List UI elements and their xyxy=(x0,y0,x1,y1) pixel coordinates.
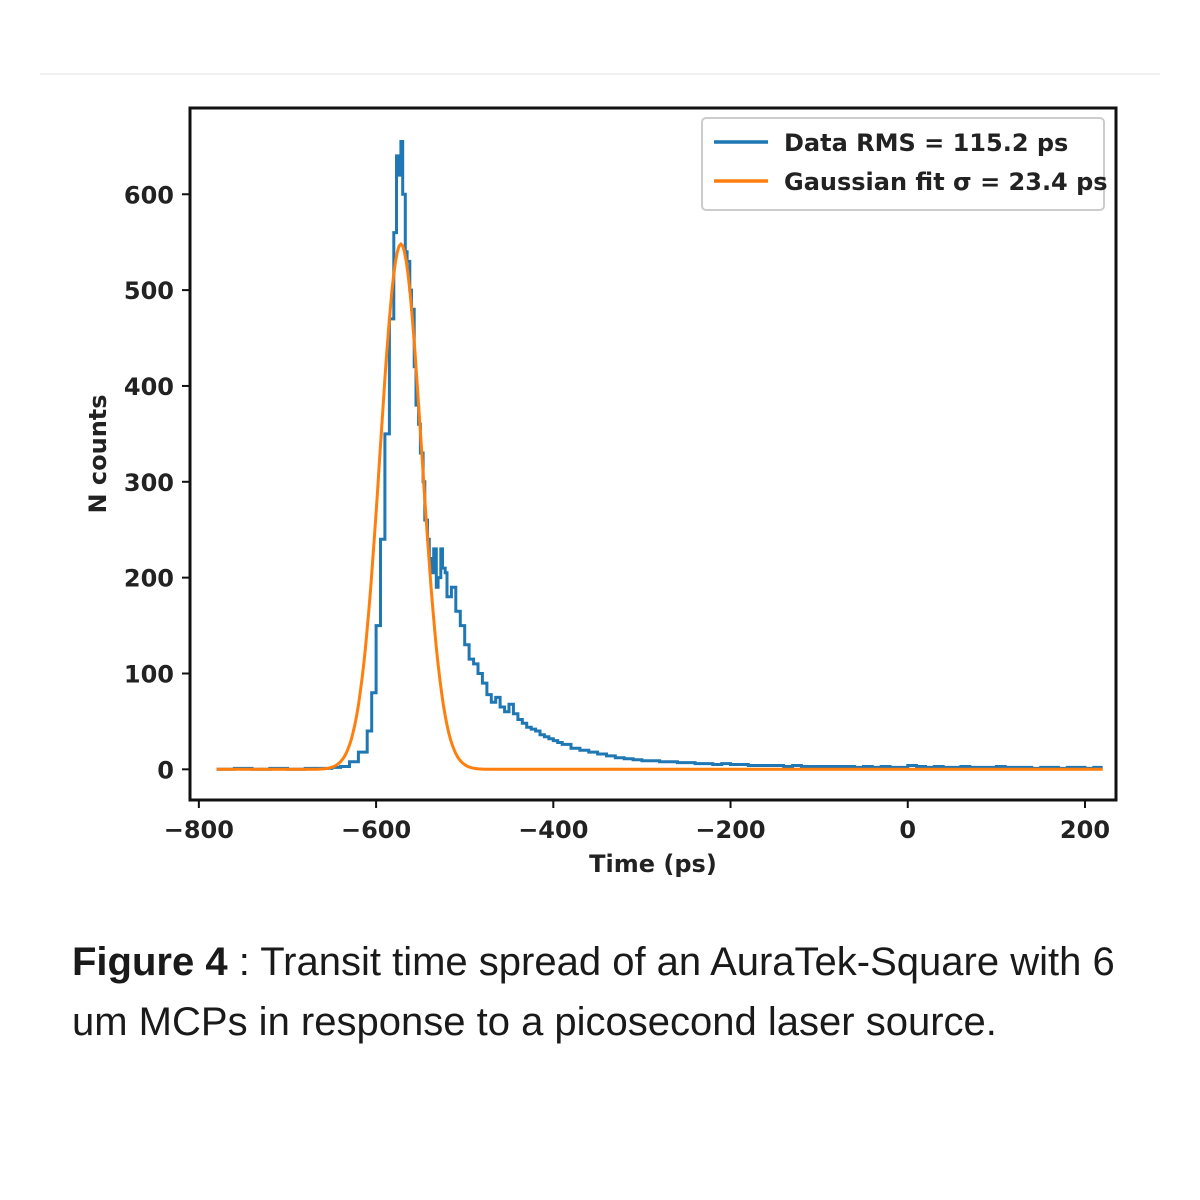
legend-label-data: Data RMS = 115.2 ps xyxy=(784,129,1068,157)
caption-text: Transit time spread of an AuraTek-Square… xyxy=(72,940,1115,1044)
y-tick-label: 100 xyxy=(124,660,174,688)
x-axis: −800 −600 −400 −200 0 200 xyxy=(164,800,1110,844)
plot-frame xyxy=(188,106,1118,802)
x-tick-label: −600 xyxy=(341,816,411,844)
caption-label: Figure 4 xyxy=(72,940,228,984)
legend: Data RMS = 115.2 ps Gaussian fit σ = 23.… xyxy=(701,117,1108,211)
y-tick-label: 0 xyxy=(157,756,174,784)
legend-label-fit: Gaussian fit σ = 23.4 ps xyxy=(784,168,1108,196)
y-tick-label: 400 xyxy=(124,373,174,401)
y-tick-label: 500 xyxy=(124,277,174,305)
x-tick-label: 0 xyxy=(899,816,916,844)
y-tick-label: 600 xyxy=(124,181,174,209)
caption-separator: : xyxy=(227,940,261,984)
y-tick-label: 200 xyxy=(124,565,174,593)
x-axis-label: Time (ps) xyxy=(589,850,717,878)
legend-box xyxy=(701,117,1105,211)
y-axis: 0 100 200 300 400 500 600 xyxy=(124,181,190,784)
x-tick-label: −800 xyxy=(164,816,234,844)
figure-caption: Figure 4 : Transit time spread of an Aur… xyxy=(72,932,1132,1052)
x-tick-label: −200 xyxy=(695,816,765,844)
series-line-data xyxy=(216,140,1103,771)
chart-figure: −800 −600 −400 −200 0 200 0 100 200 300 400 500 600… xyxy=(40,73,1160,878)
x-tick-label: −400 xyxy=(518,816,588,844)
y-tick-label: 300 xyxy=(124,469,174,497)
x-tick-label: 200 xyxy=(1060,816,1110,844)
plot-content xyxy=(216,140,1103,771)
series-line-gaussian-fit xyxy=(216,241,1103,771)
y-axis-label: N counts xyxy=(84,394,112,513)
